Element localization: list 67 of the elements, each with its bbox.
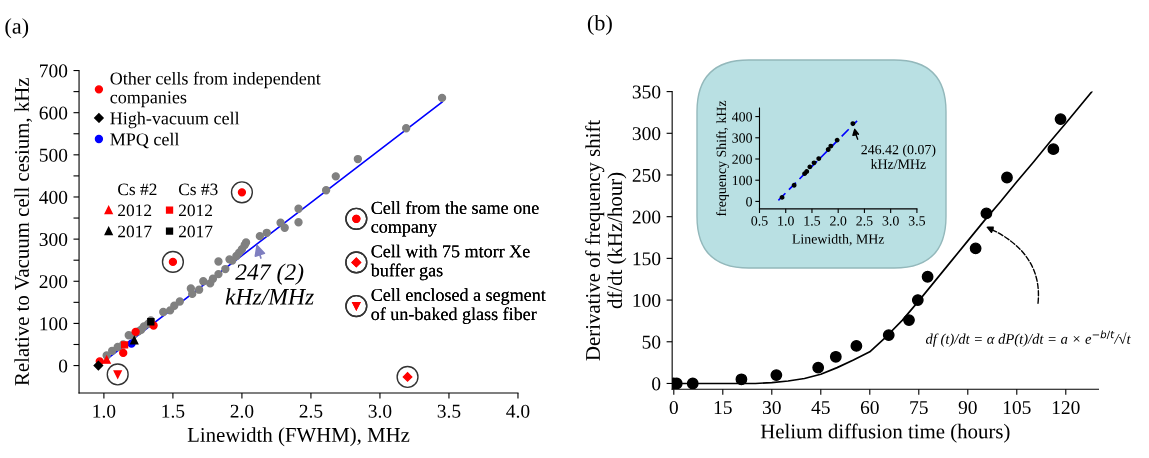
y-axis-title: frequency Shift, kHz: [716, 100, 729, 217]
x-tick-label: 0.5: [751, 216, 768, 226]
y-tick-label: 300: [732, 133, 753, 143]
y-tick-label: 400: [731, 112, 753, 122]
x-tick-label: 1.0: [778, 216, 794, 226]
y-tick-label: 200: [632, 210, 661, 224]
legend-label: 2017: [178, 225, 213, 238]
y-axis-title: Derivative of frequency shift df/dt (kHz/hour): [585, 119, 627, 361]
x-tick-label: 1.5: [804, 216, 821, 226]
x-tick-label: 1.0: [93, 404, 116, 418]
y-tick-label: 200: [732, 154, 753, 164]
y-tick-label: 500: [39, 148, 68, 162]
y-tick-label: 0: [58, 359, 68, 373]
x-tick-label: 90: [958, 400, 977, 415]
x-tick-label: 0: [669, 400, 678, 415]
x-tick-label: 105: [1003, 400, 1031, 415]
x-tick-label: 45: [811, 401, 830, 415]
y-tick-label: 150: [633, 252, 661, 266]
y-tick-label: 100: [732, 175, 753, 186]
y-tick-label: 250: [632, 168, 661, 182]
x-tick-label: 60: [860, 400, 879, 415]
y-tick-label: 400: [39, 190, 68, 204]
y-axis-title: Relative to Vacuum cell cesium, kHz: [14, 78, 32, 386]
legend-label: 2012: [118, 204, 152, 217]
y-tick-label: 350: [632, 85, 661, 99]
x-tick-label: 3.5: [437, 404, 461, 418]
y-tick-label: 0: [652, 377, 661, 391]
legend-label: MPQ cell: [110, 132, 180, 149]
chart-title: (a): [5, 18, 29, 39]
y-tick-label: 200: [39, 275, 68, 289]
x-axis-title: Helium diffusion time (hours): [760, 423, 1010, 443]
x-tick-label: 15: [714, 401, 732, 415]
y-tick-label: 0: [746, 197, 753, 207]
legend-label: 2012: [178, 204, 212, 217]
x-tick-label: 3.0: [368, 404, 392, 418]
x-tick-label: 2.5: [856, 216, 873, 226]
x-tick-label: 3.5: [908, 216, 926, 226]
x-tick-label: 2.0: [830, 216, 847, 226]
x-tick-label: 30: [763, 400, 781, 415]
annotation: 247 (2) kHz/MHz: [225, 263, 314, 305]
x-tick-label: 120: [1052, 400, 1080, 415]
y-tick-label: 300: [39, 232, 68, 247]
y-tick-label: 100: [40, 317, 68, 331]
x-axis-title: Linewidth, MHz: [792, 233, 885, 246]
x-tick-label: 3.0: [882, 216, 899, 226]
x-tick-label: 1.5: [162, 404, 185, 418]
legend-label: Cell from the same one company: [371, 201, 539, 237]
x-tick-label: 2.0: [230, 404, 254, 418]
y-tick-label: 100: [633, 293, 661, 308]
legend-label: High-vacuum cell: [110, 111, 240, 129]
y-tick-label: 50: [642, 335, 661, 349]
y-tick-label: 600: [39, 106, 68, 120]
x-tick-label: 4.0: [506, 404, 530, 418]
annotation: Cs #3: [178, 183, 218, 196]
annotation: 246.42 (0.07) kHz/MHz: [861, 144, 936, 169]
y-tick-label: 700: [40, 64, 68, 78]
annotation: Cs #2: [118, 183, 157, 196]
y-tick-label: 300: [632, 127, 661, 141]
x-tick-label: 2.5: [299, 404, 323, 418]
legend-label: Cell enclosed a segment of un-baked glass fiber: [371, 288, 546, 324]
legend-label: Other cells from independent companies: [110, 71, 321, 108]
legend-label: 2017: [118, 225, 152, 238]
annotation: df (t)/dt = α dP(t)/dt = a × e$^{−b/t}$/√t: [925, 330, 1131, 347]
chart-title: (b): [587, 14, 612, 36]
x-axis-title: Linewidth (FWHM), MHz: [187, 427, 410, 447]
x-tick-label: 75: [910, 401, 928, 415]
legend-label: Cell with 75 mtorr Xe buffer gas: [370, 244, 530, 281]
